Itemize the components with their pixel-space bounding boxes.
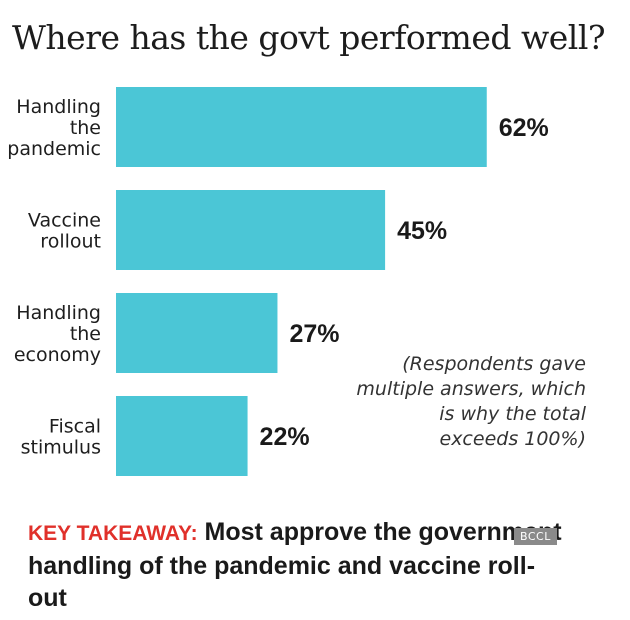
chart-title: Where has the govt performed well?: [12, 18, 606, 57]
category-label-line: pandemic: [7, 138, 101, 160]
category-label-line: Handling: [16, 96, 101, 118]
value-label-0: 62%: [499, 114, 549, 142]
category-label-3: Fiscal stimulus: [21, 416, 101, 459]
credit-badge: BCCL: [514, 528, 557, 545]
value-label-3: 22%: [260, 423, 310, 451]
footnote: (Respondents gave multiple answers, whic…: [356, 353, 586, 450]
category-label-2: Handling the economy: [14, 302, 101, 366]
category-label-line: Fiscal: [49, 416, 101, 438]
category-label-line: stimulus: [21, 437, 101, 459]
bar-3: [116, 396, 248, 476]
category-label-line: rollout: [40, 231, 101, 253]
key-takeaway-text: Most approve the government handling of …: [28, 518, 562, 612]
value-label-1: 45%: [397, 217, 447, 245]
category-label-line: the: [70, 117, 101, 139]
key-takeaway-label: KEY TAKEAWAY:: [28, 522, 198, 545]
category-label-line: the: [70, 323, 101, 345]
category-label-1: Vaccine rollout: [28, 210, 101, 253]
category-label-line: Handling: [16, 302, 101, 324]
category-label-line: economy: [14, 344, 101, 366]
bar-2: [116, 293, 278, 373]
category-label-0: Handling the pandemic: [7, 96, 101, 160]
category-label-line: Vaccine: [28, 210, 101, 232]
key-takeaway: KEY TAKEAWAY: Most approve the governmen…: [28, 516, 568, 614]
bar-1: [116, 190, 386, 270]
value-label-2: 27%: [289, 320, 339, 348]
bar-0: [116, 87, 487, 167]
